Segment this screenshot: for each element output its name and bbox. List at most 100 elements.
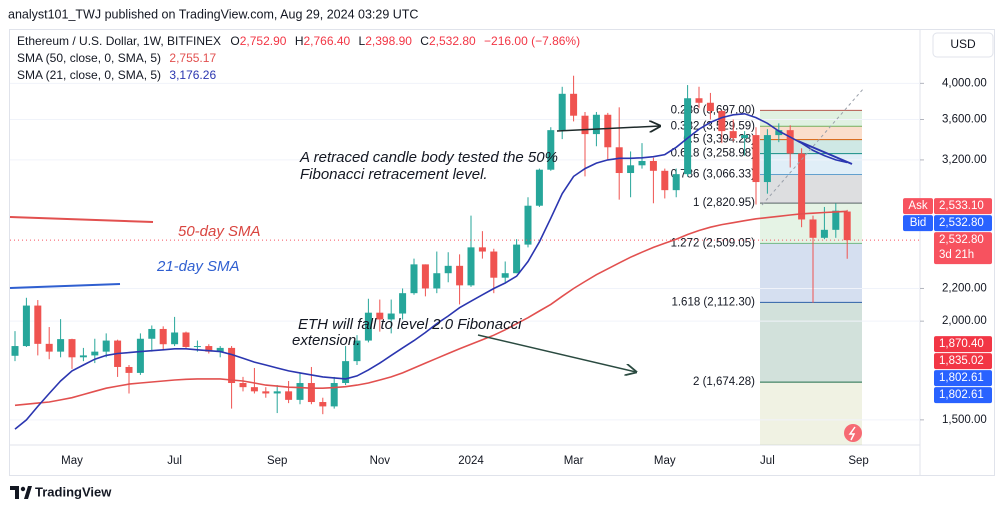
candle-body	[11, 346, 19, 356]
currency-label[interactable]: USD	[950, 37, 976, 51]
fib-label: 0.618 (3,258.98)	[671, 148, 756, 160]
arrow	[556, 126, 660, 131]
logo-mark	[24, 486, 32, 499]
candle-body	[250, 387, 258, 392]
logo-mark	[10, 486, 19, 499]
alert-icon[interactable]	[844, 424, 862, 442]
price-tag-kind-label: Ask	[908, 200, 927, 212]
x-tick-label: 2024	[458, 455, 484, 467]
candle-body	[615, 147, 623, 174]
readout-value: 2,766.40	[303, 34, 350, 48]
candle-body	[319, 402, 327, 407]
candle-body	[34, 305, 42, 344]
candle-body	[193, 346, 201, 348]
price-tag-label: 2,532.80	[939, 217, 984, 229]
readout-key: C	[420, 34, 429, 48]
candle-body	[125, 366, 133, 373]
candle-body	[820, 229, 828, 238]
candle-body	[752, 135, 760, 183]
candle-body	[376, 312, 384, 320]
candle-body	[706, 102, 714, 112]
alert-icon-bolt	[848, 426, 856, 441]
candle-body	[649, 160, 657, 171]
price-tag-kind	[903, 215, 933, 232]
price-tag	[934, 232, 992, 265]
fib-label: 0.786 (3,066.33)	[671, 169, 756, 181]
candle-body	[136, 338, 144, 373]
candle-body	[273, 391, 281, 394]
legend-row: Ethereum / U.S. Dollar, 1W, BITFINEX O2,…	[17, 34, 580, 48]
candle-body	[832, 210, 840, 230]
price-tag	[934, 387, 992, 404]
candle-body	[148, 328, 156, 339]
y-tick-label: 2,000.00	[942, 315, 987, 327]
candle-body	[79, 355, 87, 358]
fib-label: 1.272 (2,509.05)	[671, 237, 756, 249]
y-tick-label: 2,200.00	[942, 282, 987, 294]
sma21-label: 21-day SMA	[156, 258, 240, 275]
candle-body	[205, 346, 213, 352]
annotation: Fibonacci retracement level.	[300, 166, 488, 183]
x-tick-label: Sep	[848, 455, 868, 467]
candle-body	[91, 351, 99, 356]
fib-label: 2 (1,674.28)	[693, 376, 755, 388]
price-tag	[934, 215, 992, 232]
candle-body	[843, 211, 851, 241]
candle-body	[57, 339, 65, 352]
candle-body	[330, 383, 338, 407]
price-tag-label: 1,802.61	[939, 389, 984, 401]
grid-layer	[10, 82, 924, 421]
x-tick-label: Mar	[564, 455, 584, 467]
sma-line	[14, 112, 848, 430]
fib-band	[760, 110, 862, 127]
candle-body	[775, 130, 783, 136]
readout-value: 2,752.90	[240, 34, 287, 48]
x-tick-label: May	[654, 455, 676, 467]
legend-value: 3,176.26	[169, 68, 216, 82]
candle-body	[718, 111, 726, 132]
price-tags: 2,533.10 Ask 2,532.80 Bid 2,532.80 3d 21h 1,87…	[903, 198, 992, 404]
price-tag-label: 2,532.80	[939, 234, 984, 246]
candle-body	[444, 265, 452, 274]
readout-value: 2,532.80	[429, 34, 476, 48]
currency-button[interactable]	[932, 32, 994, 58]
candle-body	[490, 251, 498, 278]
y-tick-label: 3,600.00	[942, 114, 987, 126]
candle-body	[604, 114, 612, 148]
price-tag-label: 1,802.61	[939, 372, 984, 384]
candle-body	[627, 165, 635, 174]
price-tag	[934, 198, 992, 215]
legend-value: 2,755.17	[169, 51, 216, 65]
candle-body	[353, 340, 361, 362]
candle-body	[684, 98, 692, 175]
candle-body	[159, 328, 167, 345]
price-tag	[934, 370, 992, 387]
price-tag	[934, 336, 992, 353]
sma50-label: 50-day SMA	[178, 223, 261, 240]
symbol: Ethereum / U.S. Dollar, 1W, BITFINEX	[17, 34, 221, 48]
candle-body	[798, 153, 806, 220]
candle-body	[307, 383, 315, 403]
candle-body	[285, 391, 293, 400]
fib-band	[760, 243, 862, 303]
candle-body	[809, 219, 817, 238]
candle-body	[501, 273, 509, 278]
fib-label: 1 (2,820.95)	[693, 197, 755, 209]
y-tick-label: 4,000.00	[942, 77, 987, 89]
x-tick-label: May	[61, 455, 83, 467]
price-tag-kind-label: Bid	[910, 217, 927, 229]
candle-body	[433, 273, 441, 289]
candle-body	[741, 135, 749, 139]
readout-key: L	[359, 34, 366, 48]
x-tick-label: Jul	[760, 455, 775, 467]
candle-body	[729, 131, 737, 139]
brand-name: TradingView	[35, 484, 112, 499]
candle-layer	[11, 75, 851, 415]
candle-body	[22, 305, 30, 347]
logo-mark	[20, 486, 26, 492]
candle-body	[695, 98, 703, 103]
candle-body	[524, 205, 532, 245]
